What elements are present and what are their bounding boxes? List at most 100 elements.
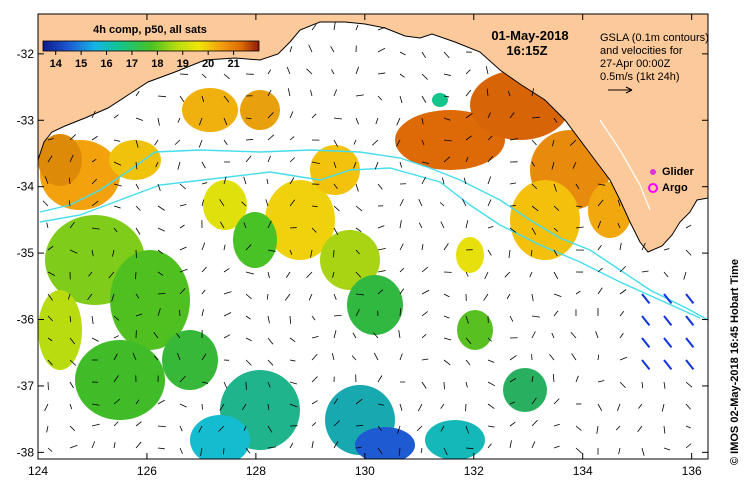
- velocity-vector: [531, 419, 538, 427]
- velocity-vector: [398, 330, 401, 339]
- velocity-vector: [69, 425, 75, 431]
- velocity-vector: [69, 249, 78, 254]
- velocity-vector: [377, 183, 383, 190]
- velocity-vector: [372, 139, 379, 146]
- velocity-vector: [287, 88, 291, 97]
- velocity-vector: [241, 403, 247, 411]
- velocity-vector: [641, 337, 651, 349]
- velocity-vector: [553, 293, 562, 297]
- velocity-vector: [377, 72, 386, 75]
- velocity-vector: [418, 199, 423, 207]
- velocity-vector: [575, 290, 581, 295]
- velocity-vector: [267, 425, 273, 433]
- velocity-vector: [421, 244, 424, 251]
- colorbar-ticks: 14 15 16 17 18 19 20 21: [50, 51, 240, 70]
- velocity-vector: [421, 311, 428, 317]
- sst-patch: [395, 110, 505, 170]
- velocity-vector: [113, 421, 119, 427]
- y-tick-label: -37: [17, 379, 35, 393]
- velocity-vector: [531, 227, 537, 235]
- velocity-vector: [91, 441, 96, 449]
- velocity-vector: [483, 293, 489, 301]
- velocity-vector: [487, 443, 492, 449]
- velocity-vector: [310, 249, 313, 258]
- velocity-vector: [421, 381, 427, 389]
- velocity-vector: [289, 381, 298, 385]
- velocity-vector: [531, 161, 535, 167]
- velocity-vector: [157, 308, 161, 317]
- sst-patch: [355, 427, 415, 459]
- velocity-vector: [663, 381, 666, 389]
- velocity-vector: [201, 289, 206, 295]
- velocity-vector: [377, 47, 386, 53]
- velocity-vector: [179, 95, 185, 102]
- sst-patch: [510, 180, 580, 260]
- velocity-vector: [549, 354, 555, 361]
- velocity-vector: [135, 205, 141, 211]
- velocity-vector: [135, 183, 140, 190]
- velocity-vector: [377, 403, 385, 406]
- velocity-vector: [399, 267, 405, 273]
- velocity-vector: [399, 95, 403, 104]
- velocity-vector: [69, 381, 74, 389]
- velocity-vector: [223, 312, 232, 317]
- colorbar-tick-label: 20: [202, 58, 214, 70]
- velocity-vector: [531, 331, 536, 339]
- velocity-vector: [597, 199, 604, 207]
- velocity-vector: [179, 268, 188, 273]
- velocity-vector: [661, 403, 665, 412]
- velocity-vector: [330, 46, 335, 53]
- sst-patch: [182, 88, 238, 132]
- velocity-vector: [284, 293, 291, 301]
- velocity-vector: [179, 288, 186, 295]
- velocity-vector: [243, 176, 247, 185]
- velocity-vector: [289, 199, 296, 207]
- velocity-vector: [443, 156, 451, 163]
- velocity-vector: [265, 199, 269, 207]
- velocity-vector: [201, 309, 204, 317]
- velocity-vector: [509, 227, 517, 233]
- velocity-vector: [416, 425, 423, 432]
- velocity-vector: [487, 425, 495, 428]
- velocity-vector: [201, 95, 205, 103]
- velocity-vector: [69, 154, 74, 163]
- sst-patch: [162, 330, 218, 390]
- velocity-vector: [531, 293, 534, 302]
- velocity-vector: [487, 112, 491, 119]
- velocity-vector: [245, 117, 252, 120]
- velocity-vector: [157, 292, 166, 295]
- velocity-vector: [46, 425, 49, 433]
- velocity-vector: [333, 183, 338, 189]
- velocity-vector: [485, 66, 489, 75]
- velocity-vector: [685, 425, 691, 429]
- velocity-vector: [597, 245, 602, 251]
- gsla-contours: [39, 149, 708, 321]
- velocity-vector: [245, 359, 252, 366]
- velocity-vector: [113, 442, 116, 449]
- velocity-vector: [399, 288, 405, 295]
- velocity-vector: [421, 176, 426, 185]
- velocity-vector: [638, 403, 643, 409]
- velocity-vector: [377, 27, 386, 31]
- velocity-vector: [113, 375, 119, 383]
- x-tick-label: 128: [246, 464, 266, 478]
- velocity-vector: [355, 117, 359, 125]
- velocity-vector: [69, 134, 76, 141]
- velocity-vector: [553, 310, 559, 317]
- velocity-vector: [179, 246, 187, 251]
- velocity-vector: [465, 315, 469, 324]
- sst-patch: [75, 340, 165, 420]
- argo-marker-icon: [648, 183, 658, 193]
- velocity-vector: [69, 359, 77, 366]
- velocity-vector: [47, 359, 53, 366]
- velocity-vector: [69, 337, 76, 345]
- velocity-vector: [135, 313, 143, 317]
- velocity-vector: [153, 331, 159, 339]
- velocity-vector: [267, 249, 276, 252]
- velocity-vector: [201, 242, 206, 251]
- velocity-vector: [575, 425, 582, 431]
- velocity-vector: [201, 403, 203, 410]
- velocity-vector: [617, 222, 621, 229]
- velocity-vector: [223, 73, 230, 80]
